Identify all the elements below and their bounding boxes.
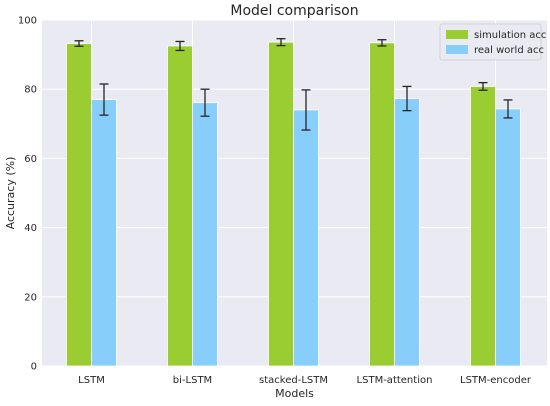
x-tick-label: LSTM [78, 375, 105, 386]
chart-title: Model comparison [230, 3, 358, 19]
y-tick-label: 100 [18, 16, 37, 27]
x-tick-label: bi-LSTM [173, 375, 212, 386]
x-tick-label: stacked-LSTM [259, 375, 328, 386]
bar-real-world [394, 98, 420, 367]
y-tick-label: 80 [24, 85, 37, 96]
y-tick-label: 60 [24, 154, 37, 165]
y-tick-label: 40 [24, 223, 37, 234]
x-axis-label: Models [275, 387, 314, 400]
legend-label-real-world: real world acc [474, 45, 544, 56]
bar-real-world [495, 108, 521, 367]
y-tick-label: 20 [24, 292, 37, 303]
bars [66, 38, 521, 367]
bar-real-world [91, 99, 117, 367]
legend-swatch-real-world [446, 45, 468, 54]
bar-real-world [192, 102, 218, 367]
axis-ticks: 0 20 40 60 80 100 LSTM bi-LSTM stacked-LSTM LSTM-… [18, 16, 532, 387]
legend: simulation acc real world acc [439, 23, 546, 61]
legend-swatch-simulation [446, 30, 468, 39]
bar-simulation [369, 42, 395, 367]
bar-simulation [470, 86, 496, 367]
y-tick-label: 0 [31, 362, 37, 373]
y-axis-label: Accuracy (%) [4, 157, 17, 230]
x-tick-label: LSTM-attention [357, 375, 433, 386]
x-tick-label: LSTM-encoder [460, 375, 532, 386]
bar-simulation [66, 43, 92, 367]
bar-real-world [293, 109, 319, 367]
bar-simulation [268, 41, 294, 367]
bar-simulation [167, 45, 193, 367]
legend-label-simulation: simulation acc [474, 30, 546, 41]
